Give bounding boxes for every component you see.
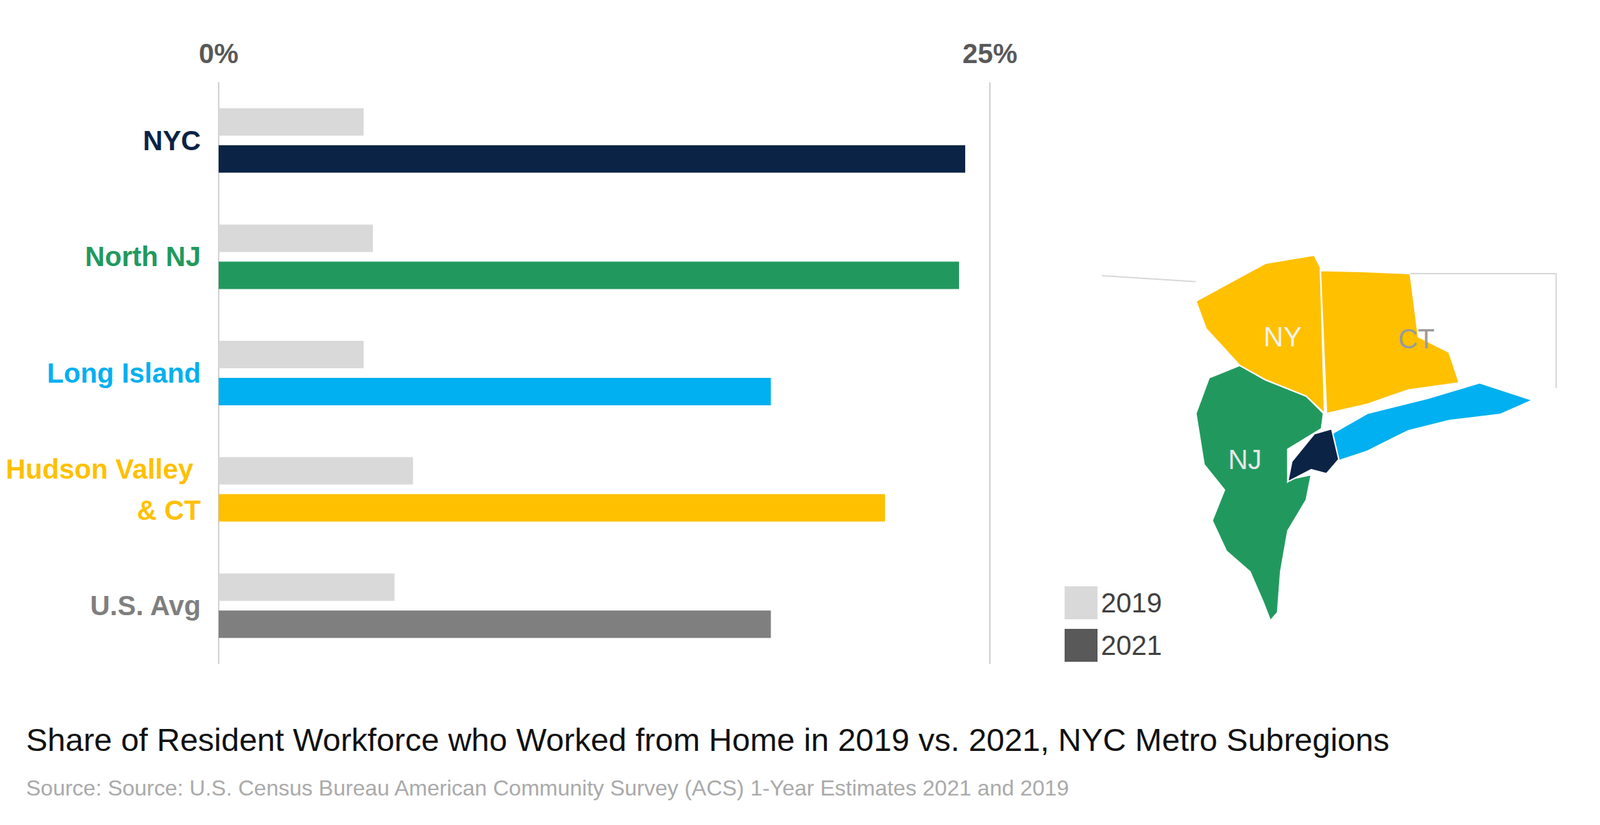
svg-text:NYC: NYC <box>143 125 201 156</box>
svg-text:U.S. Avg: U.S. Avg <box>89 590 201 621</box>
svg-text:Share of Resident Workforce wh: Share of Resident Workforce who Worked f… <box>26 721 1390 758</box>
svg-text:CT: CT <box>1397 323 1435 354</box>
svg-text:25%: 25% <box>962 38 1018 69</box>
svg-text:0%: 0% <box>198 38 239 69</box>
svg-text:NJ: NJ <box>1228 444 1263 475</box>
svg-text:North NJ: North NJ <box>85 241 201 272</box>
svg-text:Long Island: Long Island <box>47 357 201 389</box>
svg-text:2021: 2021 <box>1100 629 1162 661</box>
svg-text:Hudson Valley: Hudson Valley <box>5 453 201 484</box>
svg-text:Source: Source: U.S. Census Bu: Source: Source: U.S. Census Bureau Ameri… <box>26 775 1069 800</box>
svg-text:NY: NY <box>1263 321 1302 352</box>
svg-text:& CT: & CT <box>137 494 201 526</box>
svg-text:2019: 2019 <box>1100 587 1162 618</box>
